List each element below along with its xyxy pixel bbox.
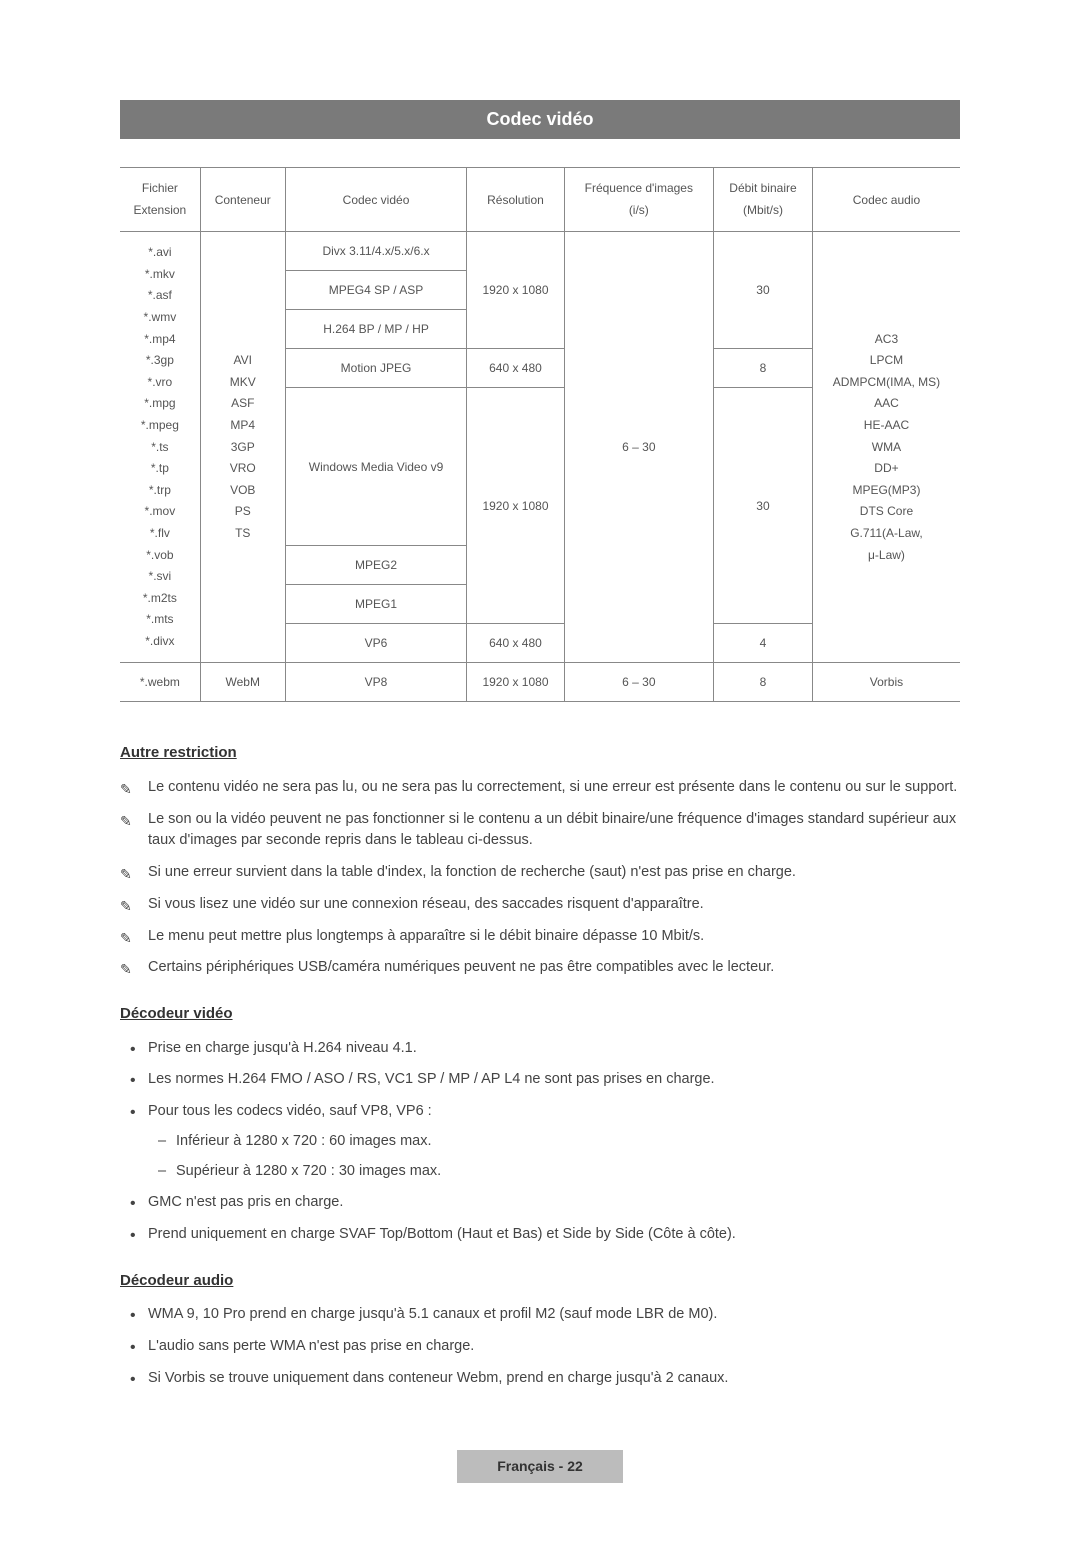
restriction-heading: Autre restriction <box>120 742 960 765</box>
audio-decoder-heading: Décodeur audio <box>120 1270 960 1293</box>
list-item: ✎Le contenu vidéo ne sera pas lu, ou ne … <box>120 777 960 799</box>
col-header: Fréquence d'images (i/s) <box>564 168 713 232</box>
res-cell: 640 x 480 <box>467 349 564 388</box>
audio-decoder-list: WMA 9, 10 Pro prend en charge jusqu'à 5.… <box>120 1304 960 1389</box>
col-header: Fichier Extension <box>120 168 200 232</box>
col-header: Codec audio <box>812 168 960 232</box>
codec-cell: MPEG2 <box>285 546 467 585</box>
col-header: Débit binaire (Mbit/s) <box>714 168 813 232</box>
note-icon: ✎ <box>120 811 132 832</box>
note-icon: ✎ <box>120 928 132 949</box>
res-cell: 1920 x 1080 <box>467 388 564 624</box>
codec-cell: H.264 BP / MP / HP <box>285 310 467 349</box>
list-item: Pour tous les codecs vidéo, sauf VP8, VP… <box>120 1101 960 1182</box>
list-item: Inférieur à 1280 x 720 : 60 images max. <box>148 1131 960 1153</box>
col-header: Résolution <box>467 168 564 232</box>
codec-cell: Divx 3.11/4.x/5.x/6.x <box>285 232 467 271</box>
bitrate-cell: 8 <box>714 663 813 702</box>
list-item: ✎Le menu peut mettre plus longtemps à ap… <box>120 926 960 948</box>
video-decoder-sublist: Inférieur à 1280 x 720 : 60 images max. … <box>148 1131 960 1183</box>
page-number: Français - 22 <box>457 1450 623 1483</box>
restriction-list: ✎Le contenu vidéo ne sera pas lu, ou ne … <box>120 777 960 979</box>
audio-cell: Vorbis <box>812 663 960 702</box>
list-item: L'audio sans perte WMA n'est pas prise e… <box>120 1336 960 1358</box>
audio-cell: AC3 LPCM ADMPCM(IMA, MS) AAC HE-AAC WMA … <box>812 232 960 663</box>
bitrate-cell: 4 <box>714 624 813 663</box>
list-item: ✎Si une erreur survient dans la table d'… <box>120 862 960 884</box>
bitrate-cell: 30 <box>714 232 813 349</box>
codec-cell: Motion JPEG <box>285 349 467 388</box>
list-item: ✎Certains périphériques USB/caméra numér… <box>120 957 960 979</box>
codec-cell: MPEG1 <box>285 585 467 624</box>
bitrate-cell: 8 <box>714 349 813 388</box>
list-item: Prend uniquement en charge SVAF Top/Bott… <box>120 1224 960 1246</box>
video-decoder-list: Prise en charge jusqu'à H.264 niveau 4.1… <box>120 1038 960 1246</box>
codec-cell: VP6 <box>285 624 467 663</box>
fps-cell: 6 – 30 <box>564 663 713 702</box>
codec-cell: MPEG4 SP / ASP <box>285 271 467 310</box>
list-item: ✎Si vous lisez une vidéo sur une connexi… <box>120 894 960 916</box>
res-cell: 1920 x 1080 <box>467 663 564 702</box>
note-icon: ✎ <box>120 864 132 885</box>
list-item: ✎Le son ou la vidéo peuvent ne pas fonct… <box>120 809 960 853</box>
ext-cell: *.webm <box>120 663 200 702</box>
codec-table: Fichier Extension Conteneur Codec vidéo … <box>120 167 960 702</box>
col-header: Conteneur <box>200 168 285 232</box>
page-footer: Français - 22 <box>120 1450 960 1483</box>
codec-cell: VP8 <box>285 663 467 702</box>
list-item: Supérieur à 1280 x 720 : 30 images max. <box>148 1161 960 1183</box>
fps-cell: 6 – 30 <box>564 232 713 663</box>
list-item: Les normes H.264 FMO / ASO / RS, VC1 SP … <box>120 1069 960 1091</box>
container-cell: AVI MKV ASF MP4 3GP VRO VOB PS TS <box>200 232 285 663</box>
col-header: Codec vidéo <box>285 168 467 232</box>
note-icon: ✎ <box>120 896 132 917</box>
page-title: Codec vidéo <box>486 109 593 129</box>
ext-cell: *.avi *.mkv *.asf *.wmv *.mp4 *.3gp *.vr… <box>120 232 200 663</box>
res-cell: 1920 x 1080 <box>467 232 564 349</box>
list-item: Prise en charge jusqu'à H.264 niveau 4.1… <box>120 1038 960 1060</box>
list-item: WMA 9, 10 Pro prend en charge jusqu'à 5.… <box>120 1304 960 1326</box>
video-decoder-heading: Décodeur vidéo <box>120 1003 960 1026</box>
list-item: Si Vorbis se trouve uniquement dans cont… <box>120 1368 960 1390</box>
page-title-bar: Codec vidéo <box>120 100 960 139</box>
res-cell: 640 x 480 <box>467 624 564 663</box>
note-icon: ✎ <box>120 779 132 800</box>
list-item: GMC n'est pas pris en charge. <box>120 1192 960 1214</box>
container-cell: WebM <box>200 663 285 702</box>
note-icon: ✎ <box>120 959 132 980</box>
bitrate-cell: 30 <box>714 388 813 624</box>
codec-cell: Windows Media Video v9 <box>285 388 467 546</box>
